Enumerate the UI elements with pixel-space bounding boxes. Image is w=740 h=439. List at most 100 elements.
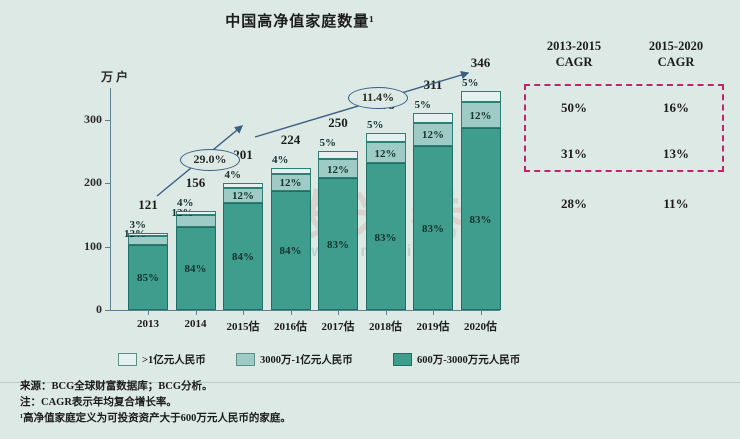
legend-item: 600万-3000万元人民币 — [393, 352, 520, 367]
x-axis-tick-label: 2020估 — [464, 321, 497, 333]
x-axis-tick-label: 2018估 — [369, 321, 402, 333]
bar-segment — [413, 146, 453, 310]
bar-segment-label: 83% — [422, 223, 444, 236]
y-axis-line — [110, 88, 111, 310]
chart-title: 中国高净值家庭数量¹ — [225, 14, 375, 30]
bar-segment-label: 4% — [177, 197, 194, 210]
y-tick-label: 200 — [84, 175, 102, 190]
x-tick — [290, 310, 292, 315]
y-tick-label: 0 — [96, 302, 102, 316]
bar-segment — [413, 112, 453, 123]
legend-label: 3000万-1亿元人民币 — [260, 355, 353, 366]
y-axis-label: 万户 — [101, 70, 132, 84]
legend-swatch-icon — [118, 353, 137, 366]
x-tick — [433, 310, 434, 315]
x-tick — [338, 310, 339, 315]
cagr-header-right-period: 2015-2020 — [648, 39, 704, 53]
bar-segment — [365, 141, 406, 164]
cagr-value: 11% — [663, 196, 689, 211]
bar-segment — [318, 178, 358, 310]
bar-segment-label: 5% — [462, 76, 479, 89]
bar-segment — [175, 215, 216, 227]
cagr-value: 13% — [663, 146, 689, 161]
bar-segment — [175, 211, 216, 216]
chart-legend: >1亿元人民币 3000万-1亿元人民币 600万-3000万元人民币 — [118, 352, 520, 370]
bar-total-label: 121 — [138, 197, 158, 213]
footnote-note: 注：CAGR表示年均复合增长率。 — [20, 397, 177, 408]
bar-segment-label: 12% — [327, 163, 349, 176]
cagr-callout-first: 29.0% — [180, 149, 240, 171]
bar-segment — [270, 173, 311, 191]
bar-segment-label: 5% — [319, 137, 337, 150]
legend-item: 3000万-1亿元人民币 — [236, 352, 353, 367]
cagr-value: 16% — [663, 100, 689, 115]
bar-total-label: 346 — [470, 54, 491, 70]
legend-swatch-icon — [236, 353, 255, 366]
bar-segment — [270, 190, 311, 310]
bar-segment-label: 84% — [279, 245, 302, 258]
bar-segment — [175, 226, 216, 310]
bar-segment — [223, 182, 263, 188]
bar-segment-label: 12% — [469, 109, 492, 122]
bar-segment — [365, 133, 406, 142]
x-tick — [148, 310, 149, 315]
legend-swatch-icon — [393, 353, 412, 366]
cagr-highlight-box — [524, 84, 724, 172]
cagr-value: 31% — [561, 146, 587, 161]
y-tick-label: 100 — [84, 238, 102, 253]
bar-segment-label: 12% — [422, 129, 444, 142]
bar-segment — [270, 167, 311, 174]
bar-segment — [318, 159, 358, 179]
y-tick-label: 300 — [84, 111, 102, 126]
bar-segment-label: 12% — [232, 190, 254, 203]
bar-segment — [128, 235, 168, 245]
bar-segment-label: 85% — [137, 272, 159, 285]
x-tick — [243, 310, 244, 315]
cagr-header-left: 2013-2015 CAGR — [524, 38, 624, 70]
bar-segment-label: 3% — [129, 219, 147, 232]
x-axis-tick-label: 2016估 — [274, 321, 307, 333]
bar-segment-label: 12% — [279, 177, 302, 190]
bar-segment-label: 5% — [367, 119, 384, 132]
cagr-header-right-label: CAGR — [657, 55, 695, 69]
footnote-source: 来源：BCG全球财富数据库；BCG分析。 — [20, 381, 213, 392]
x-axis-tick-label: 2015估 — [226, 321, 260, 333]
legend-label: >1亿元人民币 — [142, 355, 206, 366]
bar-group: 85%12%3%12184%12%4%15684%12%4%20184%12%4… — [110, 55, 501, 310]
bar-segment — [128, 244, 168, 310]
divider — [0, 382, 740, 383]
footnotes: 来源：BCG全球财富数据库；BCG分析。 注：CAGR表示年均复合增长率。 ¹高… — [20, 379, 540, 427]
cagr-header-left-period: 2013-2015 — [546, 39, 602, 53]
bar-segment-label: 83% — [374, 231, 397, 244]
cagr-header-left-label: CAGR — [555, 55, 593, 69]
x-axis-line — [110, 310, 500, 311]
x-tick — [385, 310, 387, 315]
bar-segment — [318, 151, 358, 160]
legend-label: 600万-3000万元人民币 — [417, 355, 521, 366]
bar-segment — [460, 90, 501, 102]
cagr-table: 2013-2015 CAGR 2015-2020 CAGR 50% 16% 31% 1… — [520, 38, 735, 228]
bar-segment-label: 84% — [232, 251, 254, 264]
cagr-value: 50% — [561, 100, 587, 115]
x-axis-tick-label: 2014 — [184, 318, 207, 330]
legend-item: >1亿元人民币 — [118, 352, 206, 367]
cagr-value: 28% — [561, 196, 587, 211]
bar-segment-label: 83% — [327, 239, 349, 252]
x-axis-tick-label: 2019估 — [416, 321, 450, 333]
y-tick — [105, 246, 111, 248]
bar-segment-label: 83% — [469, 213, 492, 226]
bar-segment — [128, 233, 168, 236]
y-tick — [105, 119, 111, 121]
x-axis-tick-label: 2013 — [137, 318, 159, 330]
bar-segment-label: 12% — [374, 147, 397, 160]
y-tick — [105, 183, 111, 185]
x-axis-tick-label: 2017估 — [321, 321, 355, 333]
cagr-header-right: 2015-2020 CAGR — [626, 38, 726, 70]
footnote-definition: ¹高净值家庭定义为可投资资产大于600万元人民币的家庭。 — [20, 413, 291, 424]
bar-segment — [365, 163, 406, 310]
bar-segment-label: 84% — [184, 263, 207, 276]
x-tick — [480, 310, 482, 315]
bar-segment — [223, 202, 263, 310]
bar-segment — [460, 127, 501, 310]
